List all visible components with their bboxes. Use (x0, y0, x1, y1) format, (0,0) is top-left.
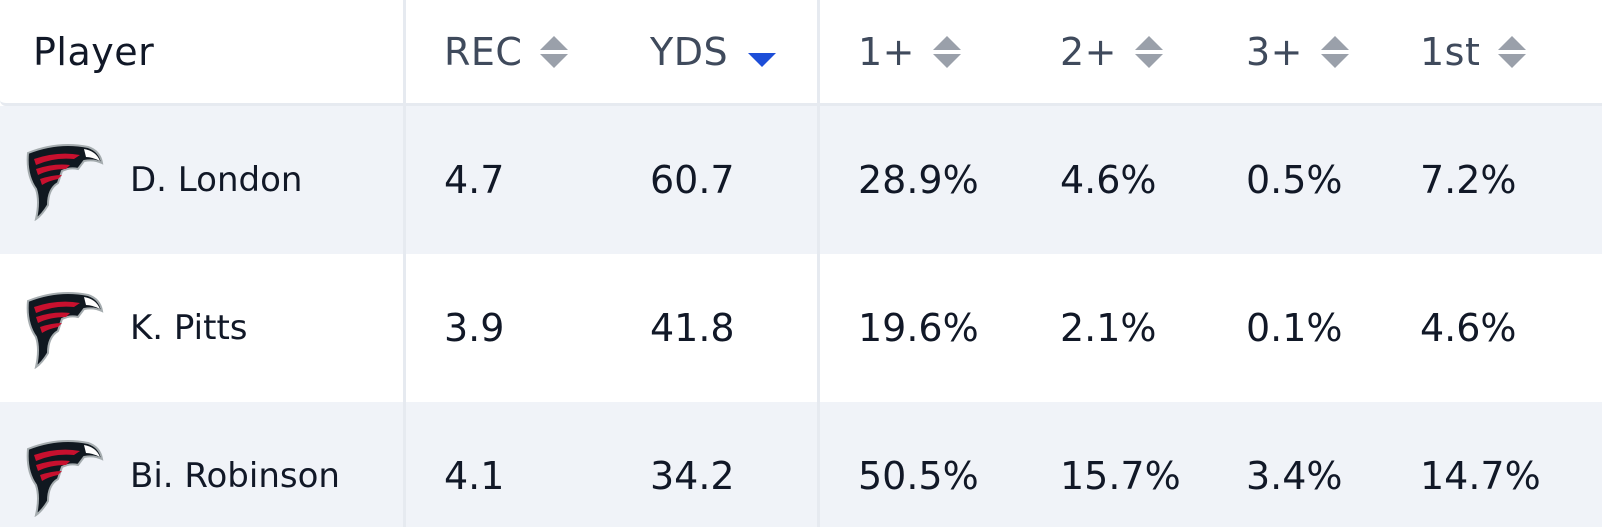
first-cell: 14.7% (1420, 402, 1541, 527)
two-plus-value: 15.7% (1060, 454, 1181, 498)
yds-cell: 41.8 (650, 254, 735, 402)
first-value: 7.2% (1420, 158, 1517, 202)
table-row[interactable]: Bi. Robinson 4.1 34.2 50.5% 15.7% 3.4% 1… (0, 402, 1602, 527)
yds-value: 34.2 (650, 454, 735, 498)
sort-icon[interactable] (540, 35, 569, 68)
one-plus-value: 19.6% (858, 306, 979, 350)
yds-value: 60.7 (650, 158, 735, 202)
column-header-label: Player (33, 29, 155, 74)
rec-value: 3.9 (444, 306, 505, 350)
column-header-1plus[interactable]: 1+ (858, 0, 962, 103)
three-plus-cell: 0.1% (1246, 254, 1343, 402)
first-value: 14.7% (1420, 454, 1541, 498)
three-plus-value: 3.4% (1246, 454, 1343, 498)
column-header-2plus[interactable]: 2+ (1060, 0, 1164, 103)
three-plus-cell: 0.5% (1246, 106, 1343, 254)
table-row[interactable]: K. Pitts 3.9 41.8 19.6% 2.1% 0.1% 4.6% (0, 254, 1602, 402)
falcons-logo-icon (26, 440, 104, 517)
column-divider (817, 0, 820, 527)
column-header-yds[interactable]: YDS (650, 0, 777, 103)
two-plus-cell: 15.7% (1060, 402, 1181, 527)
column-header-label: 1+ (858, 29, 916, 74)
two-plus-value: 4.6% (1060, 158, 1157, 202)
sort-descending-icon[interactable] (748, 52, 777, 67)
column-header-1st[interactable]: 1st (1420, 0, 1527, 103)
player-name-cell: K. Pitts (130, 254, 248, 402)
three-plus-cell: 3.4% (1246, 402, 1343, 527)
column-header-3plus[interactable]: 3+ (1246, 0, 1350, 103)
first-value: 4.6% (1420, 306, 1517, 350)
two-plus-value: 2.1% (1060, 306, 1157, 350)
sort-icon[interactable] (1321, 35, 1350, 68)
sort-icon[interactable] (933, 35, 962, 68)
column-header-rec[interactable]: REC (444, 0, 569, 103)
falcons-logo-icon (26, 292, 104, 369)
falcons-logo-icon (26, 144, 104, 221)
one-plus-cell: 19.6% (858, 254, 979, 402)
rec-cell: 4.7 (444, 106, 504, 254)
one-plus-value: 50.5% (858, 454, 979, 498)
yds-cell: 34.2 (650, 402, 735, 527)
sort-icon[interactable] (1135, 35, 1164, 68)
column-divider (403, 0, 406, 527)
column-header-label: REC (444, 29, 523, 74)
one-plus-value: 28.9% (858, 158, 979, 202)
one-plus-cell: 28.9% (858, 106, 979, 254)
two-plus-cell: 4.6% (1060, 106, 1157, 254)
yds-value: 41.8 (650, 306, 735, 350)
player-name[interactable]: K. Pitts (130, 308, 248, 348)
two-plus-cell: 2.1% (1060, 254, 1157, 402)
sort-icon[interactable] (1498, 35, 1527, 68)
three-plus-value: 0.1% (1246, 306, 1343, 350)
rec-cell: 4.1 (444, 402, 504, 527)
player-name[interactable]: Bi. Robinson (130, 456, 340, 496)
table-row[interactable]: D. London 4.7 60.7 28.9% 4.6% 0.5% 7.2% (0, 106, 1602, 254)
rec-value: 4.7 (444, 158, 505, 202)
table-header: Player REC YDS 1+ 2+ 3+ 1st (0, 0, 1602, 106)
player-name[interactable]: D. London (130, 160, 303, 200)
one-plus-cell: 50.5% (858, 402, 979, 527)
first-cell: 7.2% (1420, 106, 1517, 254)
column-header-label: 2+ (1060, 29, 1118, 74)
three-plus-value: 0.5% (1246, 158, 1343, 202)
rec-value: 4.1 (444, 454, 505, 498)
column-header-player: Player (33, 0, 154, 103)
player-name-cell: Bi. Robinson (130, 402, 340, 527)
first-cell: 4.6% (1420, 254, 1517, 402)
column-header-label: YDS (650, 29, 729, 74)
player-name-cell: D. London (130, 106, 302, 254)
rec-cell: 3.9 (444, 254, 504, 402)
column-header-label: 3+ (1246, 29, 1304, 74)
yds-cell: 60.7 (650, 106, 735, 254)
column-header-label: 1st (1420, 29, 1481, 74)
